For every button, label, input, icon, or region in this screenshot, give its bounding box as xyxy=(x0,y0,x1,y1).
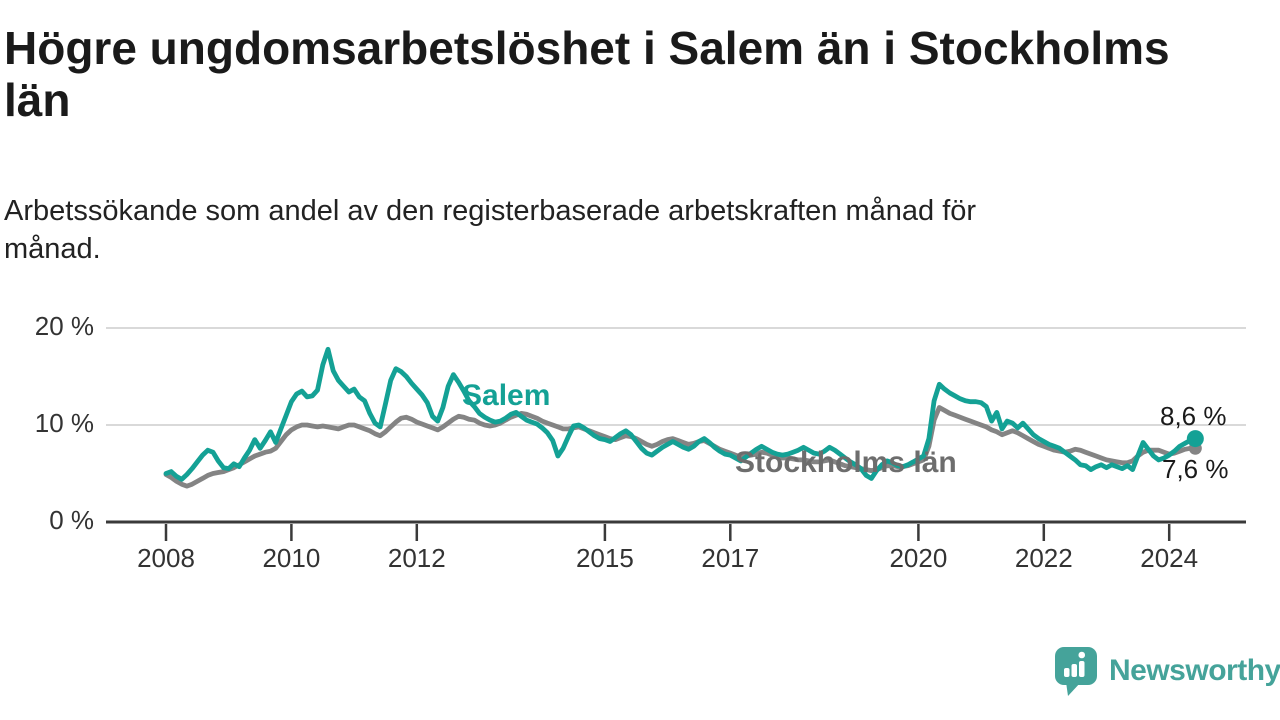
brand-name: Newsworthy xyxy=(1109,654,1280,687)
salem-line xyxy=(163,346,1198,482)
stockholms-lan-line xyxy=(163,405,1198,489)
y-tick-label: 10 % xyxy=(34,408,94,438)
end-value-salem: 8,6 % xyxy=(1160,401,1227,431)
end-value-stockholms-lan: 7,6 % xyxy=(1162,454,1229,484)
x-tick-label: 2020 xyxy=(889,543,948,573)
x-tick-label: 2010 xyxy=(262,543,321,573)
x-tick-label: 2017 xyxy=(701,543,760,573)
x-tick-label: 2012 xyxy=(387,543,446,573)
x-tick-label: 2024 xyxy=(1140,543,1199,573)
x-tick-label: 2022 xyxy=(1014,543,1073,573)
x-tick-label: 2015 xyxy=(575,543,634,573)
salem-end-dot xyxy=(1186,430,1204,448)
y-tick-label: 20 % xyxy=(34,311,94,341)
page-title: Högre ungdomsarbetslöshet i Salem än i S… xyxy=(4,22,1170,126)
series-label-stockholms-lan: Stockholms län xyxy=(735,446,957,479)
chart-subtitle: Arbetssökande som andel av den registerb… xyxy=(4,195,977,265)
newsworthy-logo: Newsworthy xyxy=(1054,646,1280,696)
bar-chart-speech-bubble-icon xyxy=(1055,647,1097,696)
y-tick-label: 0 % xyxy=(49,505,94,535)
x-tick-label: 2008 xyxy=(137,543,195,573)
series-label-salem: Salem xyxy=(462,379,551,412)
